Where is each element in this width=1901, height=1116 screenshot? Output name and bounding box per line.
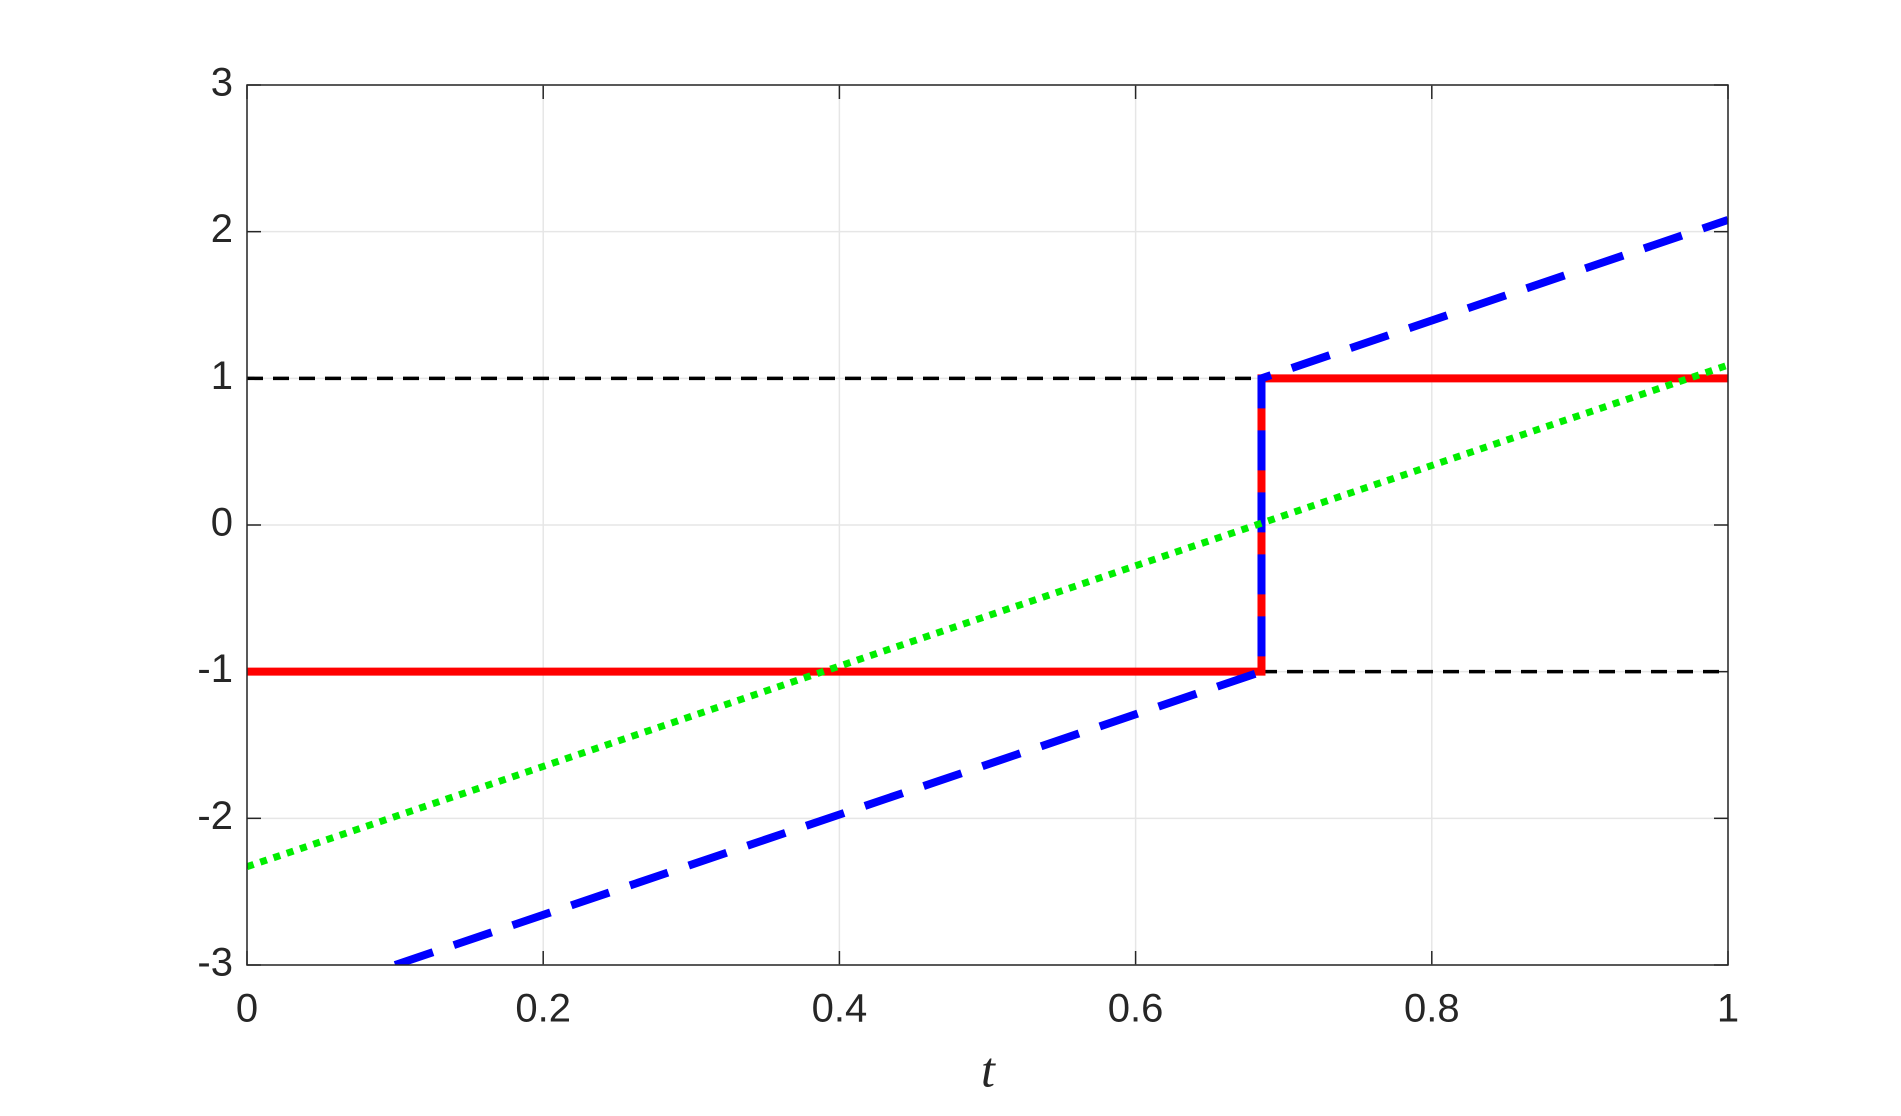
x-tick-label: 0.8: [1404, 987, 1460, 1031]
y-tick-label: 1: [211, 354, 233, 398]
x-tick-label: 0.2: [515, 987, 571, 1031]
x-tick-label: 0: [236, 987, 258, 1031]
y-tick-label: 0: [211, 501, 233, 545]
x-tick-label: 1: [1717, 987, 1739, 1031]
y-tick-label: -2: [197, 794, 233, 838]
x-tick-label: 0.6: [1108, 987, 1164, 1031]
y-tick-label: 2: [211, 207, 233, 251]
y-tick-label: -1: [197, 647, 233, 691]
y-tick-label: -3: [197, 941, 233, 985]
plot-frame: [246, 84, 1729, 966]
x-axis-label: t: [981, 1041, 996, 1097]
line-series: [247, 361, 1728, 871]
x-tick-label: 0.4: [812, 987, 868, 1031]
y-tick-label: 3: [211, 61, 233, 105]
